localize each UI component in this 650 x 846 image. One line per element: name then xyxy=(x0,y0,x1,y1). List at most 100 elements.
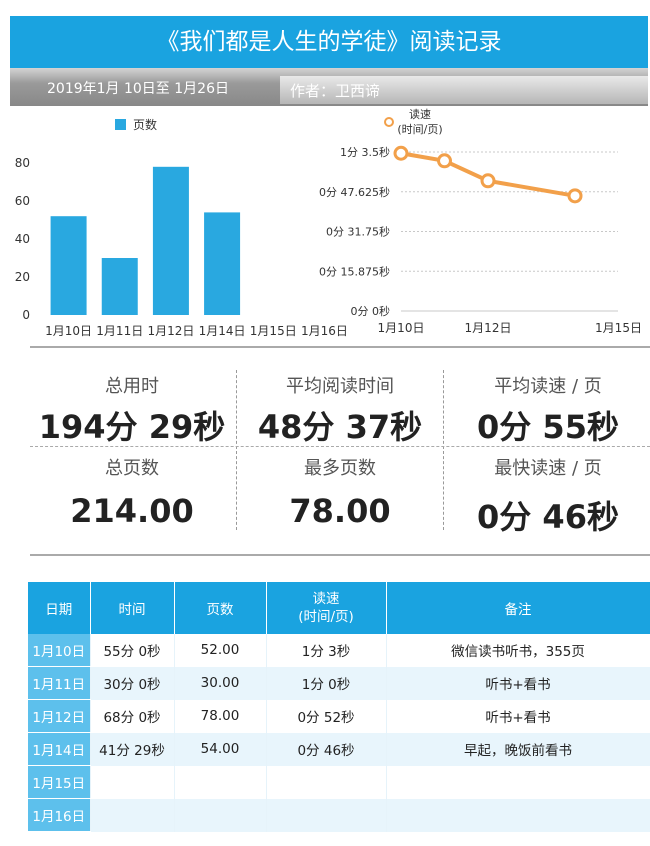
divider-top xyxy=(30,346,650,348)
cell-date: 1月12日 xyxy=(28,699,91,733)
stat-divider-v1 xyxy=(236,370,237,530)
cell-note: 微信读书听书，355页 xyxy=(386,634,650,667)
reading-log-table: 日期 时间 页数 读速 (时间/页) 备注 1月10日 55分 0秒 52.00 1分… xyxy=(28,582,650,832)
bar-xtick-label: 1月10日 xyxy=(45,324,92,338)
bar-ytick-label: 60 xyxy=(15,194,30,208)
table-row: 1月12日 68分 0秒 78.00 0分 52秒 听书+看书 xyxy=(28,699,650,733)
speed-point-1月10日 xyxy=(393,145,409,161)
table-row: 1月14日 41分 29秒 54.00 0分 46秒 早起，晚饭前看书 xyxy=(28,732,650,766)
bar-xtick-label: 1月14日 xyxy=(199,324,246,338)
bar-ytick-label: 20 xyxy=(15,270,30,284)
bar-xtick-label: 1月15日 xyxy=(250,324,297,338)
page-title: 《我们都是人生的学徒》阅读记录 xyxy=(10,16,648,68)
speed-series-line xyxy=(400,151,576,198)
stat-fastest-speed-value: 0分 46秒 xyxy=(477,498,619,536)
line-legend-label-2: (时间/页) xyxy=(397,123,442,136)
bar-1月14日 xyxy=(204,212,241,315)
cell-date: 1月16日 xyxy=(28,798,91,832)
cell-pages xyxy=(174,798,267,832)
line-ytick-label: 0分 15.875秒 xyxy=(319,264,390,278)
bar-xtick-label: 1月12日 xyxy=(147,324,194,338)
bar-legend-label: 页数 xyxy=(133,117,157,132)
line-legend-label-1: 读速 xyxy=(409,107,431,121)
header-speed-line-2: (时间/页) xyxy=(298,609,354,625)
stat-avg-speed: 平均读速 / 页 0分 55秒 xyxy=(448,372,648,448)
cell-date: 1月14日 xyxy=(28,732,91,766)
cell-speed: 1分 3秒 xyxy=(266,634,387,667)
line-legend-marker xyxy=(384,117,394,127)
table-row: 1月15日 xyxy=(28,765,650,799)
table-row: 1月11日 30分 0秒 30.00 1分 0秒 听书+看书 xyxy=(28,666,650,700)
header-date: 日期 xyxy=(28,582,91,634)
table-header-row: 日期 时间 页数 读速 (时间/页) 备注 xyxy=(28,582,650,634)
stat-total-pages-value: 214.00 xyxy=(70,492,194,530)
bar-1月11日 xyxy=(101,258,138,315)
cell-note: 听书+看书 xyxy=(386,666,650,700)
pages-bar-chart: 页数 0 20 40 60 80 1月10日 1月11日 1月12日 1月14日 1月15日 1月… xyxy=(15,117,348,338)
speed-point-1月14日 xyxy=(567,188,583,204)
cell-speed: 1分 0秒 xyxy=(266,666,387,700)
stat-max-pages: 最多页数 78.00 xyxy=(240,454,440,530)
stat-total-time: 总用时 194分 29秒 xyxy=(32,372,232,448)
cell-date: 1月15日 xyxy=(28,765,91,799)
bar-ytick-label: 0 xyxy=(22,308,30,322)
stat-max-pages-label: 最多页数 xyxy=(304,458,376,479)
header-pages: 页数 xyxy=(174,582,267,634)
cell-speed: 0分 52秒 xyxy=(266,699,387,733)
speed-point-1月12日 xyxy=(480,173,496,189)
bar-1月10日 xyxy=(50,216,87,315)
stat-divider-v2 xyxy=(443,370,444,530)
author-label: 作者：卫西谛 xyxy=(290,82,381,100)
line-ytick-label: 0分 31.75秒 xyxy=(326,225,390,239)
cell-time: 68分 0秒 xyxy=(90,699,175,733)
cell-time: 41分 29秒 xyxy=(90,732,175,766)
cell-pages: 30.00 xyxy=(174,666,267,700)
table-row: 1月10日 55分 0秒 52.00 1分 3秒 微信读书听书，355页 xyxy=(28,634,650,667)
date-range: 2019年1月 10日至 1月26日 xyxy=(47,81,229,97)
header-speed: 读速 (时间/页) xyxy=(266,582,387,634)
stat-fastest-speed-label: 最快读速 / 页 xyxy=(494,458,602,479)
stat-total-pages-label: 总页数 xyxy=(105,458,159,479)
stat-total-time-value: 194分 29秒 xyxy=(38,408,226,446)
stat-avg-speed-value: 0分 55秒 xyxy=(477,408,619,446)
cell-time: 55分 0秒 xyxy=(90,634,175,667)
line-ytick-label: 0分 47.625秒 xyxy=(319,185,390,199)
header-speed-line-1: 读速 xyxy=(312,591,340,607)
bar-ytick-label: 40 xyxy=(15,232,30,246)
speed-line-chart: 读速 (时间/页) 0分 0秒 0分 15.875秒 0分 31.75秒 0分 47.… xyxy=(319,107,642,335)
cell-pages: 52.00 xyxy=(174,634,267,667)
cell-pages xyxy=(174,765,267,799)
cell-speed xyxy=(266,798,387,832)
stat-total-time-label: 总用时 xyxy=(105,376,159,397)
cell-speed xyxy=(266,765,387,799)
stat-avg-time: 平均阅读时间 48分 37秒 xyxy=(240,372,440,448)
stat-avg-time-value: 48分 37秒 xyxy=(257,408,423,446)
cell-date: 1月11日 xyxy=(28,666,91,700)
bar-xtick-label: 1月11日 xyxy=(96,324,143,338)
stat-max-pages-value: 78.00 xyxy=(289,492,391,530)
line-xtick-label: 1月10日 xyxy=(378,321,425,335)
bar-xtick-label: 1月16日 xyxy=(301,324,348,338)
cell-time: 30分 0秒 xyxy=(90,666,175,700)
cell-note xyxy=(386,765,650,799)
header-note: 备注 xyxy=(386,582,650,634)
header-time: 时间 xyxy=(90,582,175,634)
stat-divider-h xyxy=(30,446,650,447)
divider-bottom xyxy=(30,554,650,556)
cell-pages: 78.00 xyxy=(174,699,267,733)
cell-time xyxy=(90,765,175,799)
cell-speed: 0分 46秒 xyxy=(266,732,387,766)
cell-time xyxy=(90,798,175,832)
cell-date: 1月10日 xyxy=(28,634,91,667)
bar-ytick-label: 80 xyxy=(15,156,30,170)
cell-note xyxy=(386,798,650,832)
line-ytick-label: 1分 3.5秒 xyxy=(340,145,390,159)
line-xtick-label: 1月12日 xyxy=(465,321,512,335)
stat-total-pages: 总页数 214.00 xyxy=(32,454,232,530)
author-box: 作者：卫西谛 xyxy=(280,76,648,104)
subtitle-bar: 2019年1月 10日至 1月26日 作者：卫西谛 xyxy=(10,68,648,106)
bar-legend-swatch xyxy=(115,119,126,130)
line-xtick-label: 1月15日 xyxy=(595,321,642,335)
table-row: 1月16日 xyxy=(28,798,650,832)
stat-fastest-speed: 最快读速 / 页 0分 46秒 xyxy=(448,454,648,538)
